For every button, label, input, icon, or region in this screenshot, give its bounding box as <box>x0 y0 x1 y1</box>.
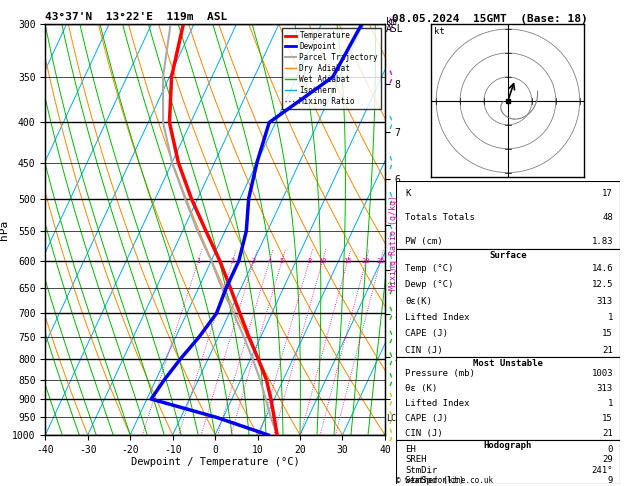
Text: PW (cm): PW (cm) <box>405 237 443 245</box>
Text: 20: 20 <box>362 258 370 264</box>
Text: © weatheronline.co.uk: © weatheronline.co.uk <box>396 476 493 485</box>
Text: Lifted Index: Lifted Index <box>405 313 470 322</box>
Text: θε(K): θε(K) <box>405 297 432 306</box>
Text: 12.5: 12.5 <box>591 280 613 290</box>
FancyBboxPatch shape <box>396 181 620 249</box>
Text: 1.83: 1.83 <box>591 237 613 245</box>
Text: CIN (J): CIN (J) <box>405 430 443 438</box>
Text: θε (K): θε (K) <box>405 384 437 393</box>
Text: CAPE (J): CAPE (J) <box>405 414 448 423</box>
Text: 15: 15 <box>343 258 352 264</box>
FancyBboxPatch shape <box>396 440 620 484</box>
Text: 08.05.2024  15GMT  (Base: 18): 08.05.2024 15GMT (Base: 18) <box>392 14 588 24</box>
Text: StmSpd (kt): StmSpd (kt) <box>405 476 464 485</box>
Text: LCL: LCL <box>386 414 401 423</box>
Text: 0: 0 <box>608 445 613 454</box>
Text: Hodograph: Hodograph <box>484 441 532 450</box>
Text: 3: 3 <box>252 258 256 264</box>
Text: StmDir: StmDir <box>405 466 437 475</box>
Text: 8: 8 <box>307 258 311 264</box>
Text: Most Unstable: Most Unstable <box>473 359 543 368</box>
Text: Temp (°C): Temp (°C) <box>405 264 454 273</box>
Text: 2: 2 <box>231 258 235 264</box>
Text: SREH: SREH <box>405 455 426 464</box>
Text: km: km <box>386 17 398 27</box>
Text: ASL: ASL <box>386 24 404 35</box>
Text: 5: 5 <box>280 258 284 264</box>
Y-axis label: hPa: hPa <box>0 220 9 240</box>
Text: 48: 48 <box>602 213 613 222</box>
FancyBboxPatch shape <box>396 249 620 357</box>
Text: 1: 1 <box>608 313 613 322</box>
Text: Totals Totals: Totals Totals <box>405 213 475 222</box>
FancyBboxPatch shape <box>396 357 620 440</box>
Text: EH: EH <box>405 445 416 454</box>
Text: Surface: Surface <box>489 251 526 260</box>
Text: 1: 1 <box>608 399 613 408</box>
Text: Lifted Index: Lifted Index <box>405 399 470 408</box>
Text: CAPE (J): CAPE (J) <box>405 330 448 338</box>
Text: 25: 25 <box>376 258 385 264</box>
Text: 1: 1 <box>196 258 201 264</box>
Text: 29: 29 <box>602 455 613 464</box>
Text: kt: kt <box>434 27 445 35</box>
Text: 14.6: 14.6 <box>591 264 613 273</box>
Text: 21: 21 <box>602 430 613 438</box>
Text: 10: 10 <box>318 258 327 264</box>
Text: 17: 17 <box>602 189 613 198</box>
Text: 1003: 1003 <box>591 369 613 378</box>
Text: 313: 313 <box>597 297 613 306</box>
Text: 9: 9 <box>608 476 613 485</box>
Text: Mixing Ratio (g/kg): Mixing Ratio (g/kg) <box>389 195 398 291</box>
Text: Dewp (°C): Dewp (°C) <box>405 280 454 290</box>
Text: 15: 15 <box>602 414 613 423</box>
Text: Pressure (mb): Pressure (mb) <box>405 369 475 378</box>
X-axis label: Dewpoint / Temperature (°C): Dewpoint / Temperature (°C) <box>131 457 299 468</box>
Text: K: K <box>405 189 411 198</box>
Text: CIN (J): CIN (J) <box>405 346 443 355</box>
Text: 15: 15 <box>602 330 613 338</box>
Text: 241°: 241° <box>591 466 613 475</box>
Legend: Temperature, Dewpoint, Parcel Trajectory, Dry Adiabat, Wet Adiabat, Isotherm, Mi: Temperature, Dewpoint, Parcel Trajectory… <box>282 28 381 109</box>
Text: 4: 4 <box>267 258 272 264</box>
Text: 43°37'N  13°22'E  119m  ASL: 43°37'N 13°22'E 119m ASL <box>45 12 228 22</box>
Text: 313: 313 <box>597 384 613 393</box>
Text: 21: 21 <box>602 346 613 355</box>
